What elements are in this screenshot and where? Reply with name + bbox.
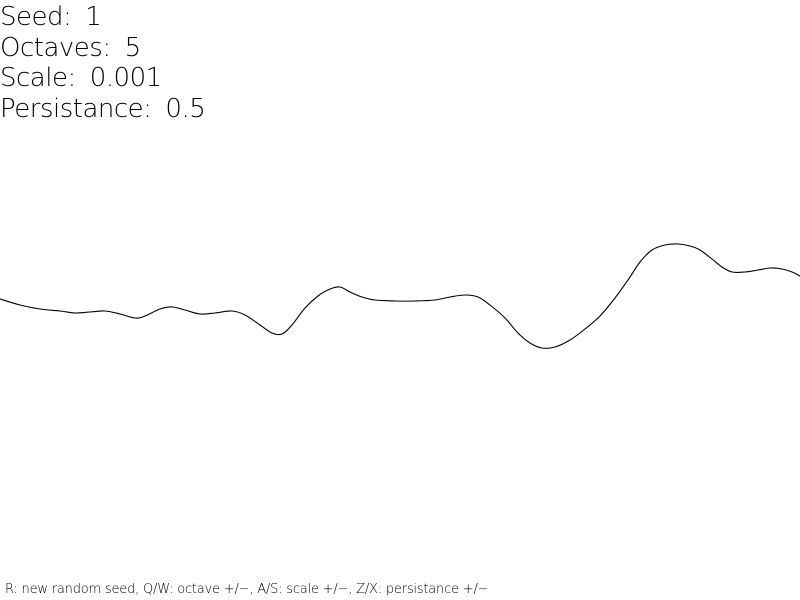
scale-row: Scale: 0.001 bbox=[0, 63, 205, 94]
persistance-label: Persistance: bbox=[0, 93, 152, 124]
seed-value: 1 bbox=[85, 2, 102, 32]
octaves-label: Octaves: bbox=[0, 32, 111, 63]
scale-label: Scale: bbox=[0, 63, 76, 93]
persistance-row: Persistance: 0.5 bbox=[0, 93, 206, 125]
octaves-value: 5 bbox=[124, 32, 142, 63]
keyboard-help-text: R: new random seed, Q/W: octave +/−, A/S… bbox=[5, 582, 489, 597]
scale-value: 0.001 bbox=[89, 63, 162, 93]
seed-row: Seed: 1 bbox=[0, 2, 205, 33]
persistance-value: 0.5 bbox=[165, 93, 206, 124]
octaves-row: Octaves: 5 bbox=[0, 33, 205, 64]
seed-label: Seed: bbox=[0, 2, 72, 32]
noise-curve bbox=[0, 243, 800, 349]
parameter-readout: Seed: 1 Octaves: 5 Scale: 0.001 Persista… bbox=[0, 2, 206, 125]
